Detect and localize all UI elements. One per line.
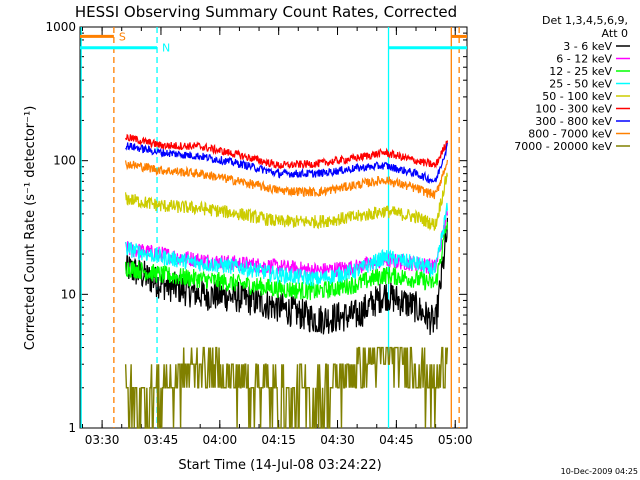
annotation-label: S [119, 30, 126, 43]
legend-header-line-2: Att 0 [602, 27, 628, 40]
x-tick-label: 04:30 [320, 433, 355, 447]
legend-entry-label: 100 - 300 keV [535, 103, 612, 116]
series-line [125, 142, 448, 184]
x-tick-label: 04:15 [261, 433, 296, 447]
x-tick-label: 04:45 [379, 433, 414, 447]
series-line [125, 159, 448, 200]
x-tick-label: 04:00 [203, 433, 238, 447]
x-axis-label: Start Time (14-Jul-08 03:24:22) [178, 458, 381, 473]
timestamp: 10-Dec-2009 04:25 [561, 467, 638, 476]
series-line [124, 346, 449, 429]
y-tick-label: 1000 [45, 20, 76, 34]
legend-entry-label: 50 - 100 keV [542, 90, 612, 103]
legend-entry-label: 12 - 25 keV [549, 65, 612, 78]
plot-area: 03:30 03:45 04:00 04:15 04:30 04:45 05:00 1 10 10… [45, 20, 472, 447]
legend-entry-label: 300 - 800 keV [535, 115, 612, 128]
chart-title: HESSI Observing Summary Count Rates, Cor… [75, 3, 457, 21]
plot-frame [79, 26, 468, 429]
series-line [125, 172, 448, 231]
annotation-label: N [162, 42, 170, 55]
legend-header-line-1: Det 1,3,4,5,6,9, [542, 14, 628, 27]
x-tick-label: 03:45 [144, 433, 179, 447]
x-tick-label: 03:30 [85, 433, 120, 447]
y-tick-label: 1 [68, 421, 76, 435]
y-tick-label: 100 [53, 154, 76, 168]
legend-entry-label: 7000 - 20000 keV [514, 140, 612, 153]
y-axis-label: Corrected Count Rate (s⁻¹ detector⁻¹) [23, 106, 38, 351]
y-tick-label: 10 [61, 287, 76, 301]
series-line [125, 133, 448, 170]
legend-entry-label: 25 - 50 keV [549, 78, 612, 91]
legend-entry-label: 3 - 6 keV [563, 40, 612, 53]
series-line [125, 202, 448, 287]
legend-entry-label: 800 - 7000 keV [528, 128, 612, 141]
series-line [125, 221, 448, 301]
legend-entry-label: 6 - 12 keV [556, 53, 612, 66]
series-line [125, 217, 448, 336]
x-tick-label: 05:00 [438, 433, 473, 447]
